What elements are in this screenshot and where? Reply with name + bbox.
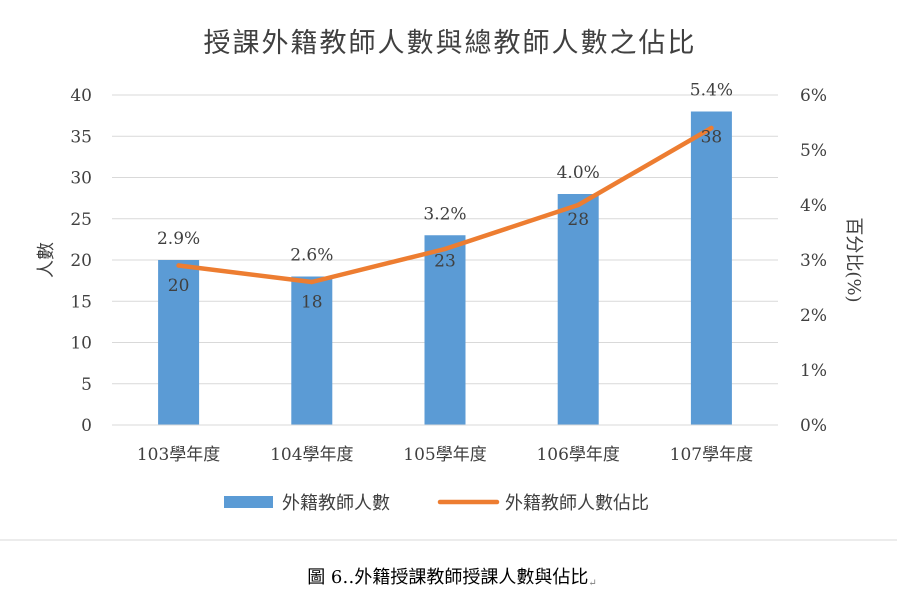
line-point	[176, 263, 181, 268]
x-tick-label: 105學年度	[403, 445, 486, 465]
bar-value-label: 23	[434, 251, 456, 271]
bar	[424, 235, 466, 425]
percent-value-label: 2.6%	[290, 246, 333, 266]
data-labels: 20 18 23 28 38 2.9% 2.6% 3.2% 4.0% 5.4%	[157, 81, 733, 313]
x-tick-label: 103學年度	[137, 445, 220, 465]
bar	[158, 260, 200, 425]
bar-value-label: 28	[567, 210, 589, 230]
y-left-tick-label: 30	[70, 169, 92, 189]
bar-value-label: 20	[168, 276, 190, 296]
y-right-tick-label: 0%	[800, 416, 827, 436]
legend-label-bar: 外籍教師人數	[282, 493, 390, 514]
legend-swatch-bar	[224, 496, 273, 508]
y-right-tick-label: 6%	[800, 86, 827, 106]
bar-series	[158, 111, 732, 425]
y-right-tick-label: 2%	[800, 306, 827, 326]
line-series	[176, 125, 714, 285]
bar-value-label: 18	[301, 293, 323, 313]
line-point	[576, 202, 581, 208]
chart-title: 授課外籍教師人數與總教師人數之佔比	[204, 28, 697, 59]
y-left-tick-label: 10	[70, 334, 92, 354]
bar	[291, 276, 333, 425]
y-axis-right-label: 百分比(%)	[843, 217, 864, 302]
figure-caption: 圖 6‥外籍授課教師授課人數與佔比↵	[307, 567, 597, 589]
line-point	[309, 279, 314, 285]
percent-value-label: 4.0%	[557, 163, 600, 183]
y-left-tick-label: 20	[70, 251, 92, 271]
y-right-tick-label: 1%	[800, 361, 827, 381]
percent-value-label: 3.2%	[423, 204, 466, 224]
x-tick-label: 104學年度	[270, 445, 353, 465]
bar-value-label: 38	[701, 128, 723, 148]
y-left-tick-label: 5	[81, 375, 92, 395]
y-right-tick-label: 3%	[800, 251, 827, 271]
line-point	[709, 125, 714, 131]
percent-value-label: 2.9%	[157, 229, 200, 249]
y-left-tick-label: 40	[70, 86, 92, 106]
legend: 外籍教師人數 外籍教師人數佔比	[224, 493, 649, 514]
y-left-tick-label: 25	[70, 210, 92, 230]
caption-text: 圖 6‥外籍授課教師授課人數與佔比	[307, 567, 588, 588]
y-left-tick-label: 0	[81, 416, 92, 436]
caption-paragraph-mark: ↵	[588, 578, 596, 589]
percent-value-label: 5.4%	[690, 81, 733, 101]
y-right-tick-label: 4%	[800, 196, 827, 216]
y-left-tick-label: 15	[70, 292, 92, 312]
line-point	[442, 246, 448, 252]
y-left-tick-label: 35	[70, 127, 92, 147]
y-axis-left-label: 人數	[36, 242, 57, 278]
bar	[557, 194, 599, 425]
x-tick-label: 106學年度	[536, 445, 619, 465]
axes: 0 5 10 15 20 25 30 35 40 0% 1% 2% 3% 4% 5% 6% 103學年度 104學…	[70, 86, 827, 465]
x-tick-label: 107學年度	[670, 445, 753, 465]
bar	[690, 111, 732, 425]
y-right-tick-label: 5%	[800, 141, 827, 161]
legend-label-line: 外籍教師人數佔比	[505, 493, 649, 514]
